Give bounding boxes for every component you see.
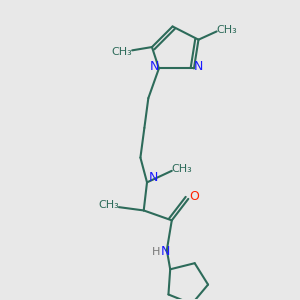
Text: CH₃: CH₃	[216, 25, 237, 35]
Text: H: H	[152, 247, 160, 257]
Text: N: N	[160, 245, 170, 258]
Text: N: N	[149, 60, 159, 73]
Text: N: N	[148, 171, 158, 184]
Text: N: N	[194, 60, 204, 73]
Text: CH₃: CH₃	[171, 164, 192, 174]
Text: CH₃: CH₃	[99, 200, 119, 211]
Text: O: O	[189, 190, 199, 203]
Text: CH₃: CH₃	[112, 47, 133, 57]
